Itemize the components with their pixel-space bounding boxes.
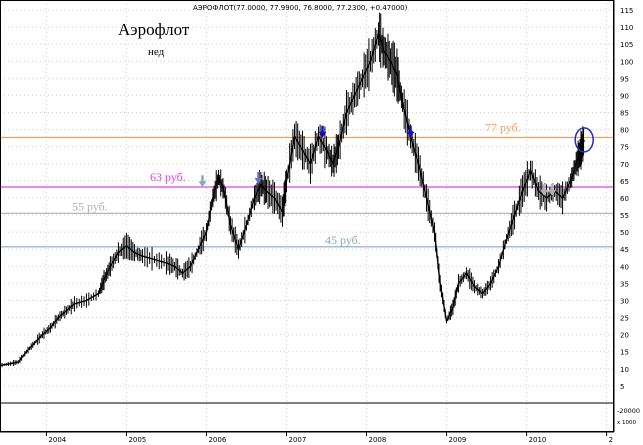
chart-title: Аэрофлот (118, 20, 190, 39)
arrow-head (406, 131, 415, 138)
level-label: 55 руб. (72, 199, 108, 213)
y-tick-label: 60 (620, 195, 629, 203)
chart-header: АЭРОФЛОТ(77.0000, 77.9900, 76.8000, 77.2… (193, 4, 408, 12)
y-axis-labels: 5 10 15 20 25 30 35 40 45 50 55 60 65 70 75 80 85 90 95 100… (617, 7, 640, 426)
y-tick-label: 5 (620, 383, 624, 391)
y-tick-label: 90 (620, 92, 629, 100)
arrow-head (318, 131, 327, 138)
y-tick-label: 110 (620, 24, 633, 32)
y-tick-label: 10 (620, 366, 629, 374)
y-tick-label: 55 (620, 212, 629, 220)
x-tick-label: 2008 (369, 436, 387, 444)
grid (0, 0, 613, 432)
level-label: 77 руб. (485, 120, 521, 134)
support-resistance-lines: 77 руб. 63 руб. 55 руб. 45 руб. (0, 120, 613, 248)
chart-subtitle: нед (148, 46, 165, 58)
arrow-head (548, 189, 557, 196)
y-tick-label: 20 (620, 332, 629, 340)
arrow-head (198, 181, 207, 188)
x-axis-labels: 2004 2005 2006 2007 2008 2009 2010 2 (0, 431, 614, 444)
highlight-circle (574, 127, 594, 153)
y-tick-label: 80 (620, 127, 629, 135)
y-tick-label: 45 (620, 246, 629, 254)
y-tick-label: 30 (620, 297, 629, 305)
x-tick-label: 2004 (48, 436, 66, 444)
level-label: 63 руб. (150, 170, 186, 184)
y-tick-label: 15 (620, 349, 629, 357)
x-tick-label: 2005 (128, 436, 146, 444)
y-tick-label: 35 (620, 280, 629, 288)
y-tick-label: 75 (620, 144, 629, 152)
annotation-arrows (198, 125, 557, 196)
y-tick-label: 65 (620, 178, 629, 186)
y-tick-label: 105 (620, 41, 633, 49)
y-tick-label: 25 (620, 315, 629, 323)
x-tick-label: 2009 (449, 436, 467, 444)
y-tick-label: 40 (620, 263, 629, 271)
volume-tick-label: -20000 (617, 407, 640, 415)
y-tick-label: 85 (620, 110, 629, 118)
y-tick-label: 70 (620, 161, 629, 169)
price-series (0, 12, 585, 368)
y-tick-label: 115 (620, 7, 633, 15)
arrow-head (540, 189, 549, 196)
x-tick-label: 2007 (288, 436, 306, 444)
y-tick-label: 95 (620, 75, 629, 83)
x-tick-label: 2010 (529, 436, 547, 444)
highlight-ellipse (574, 127, 594, 153)
plot-frame (0, 0, 614, 432)
y-tick-label: 50 (620, 229, 629, 237)
x-tick-label: 2006 (208, 436, 226, 444)
y-tick-label: 100 (620, 58, 633, 66)
x-tick-label: 2 (609, 436, 613, 444)
level-label: 45 руб. (325, 233, 361, 247)
volume-unit-label: x 1000 (617, 420, 637, 426)
arrow-head (254, 177, 263, 184)
